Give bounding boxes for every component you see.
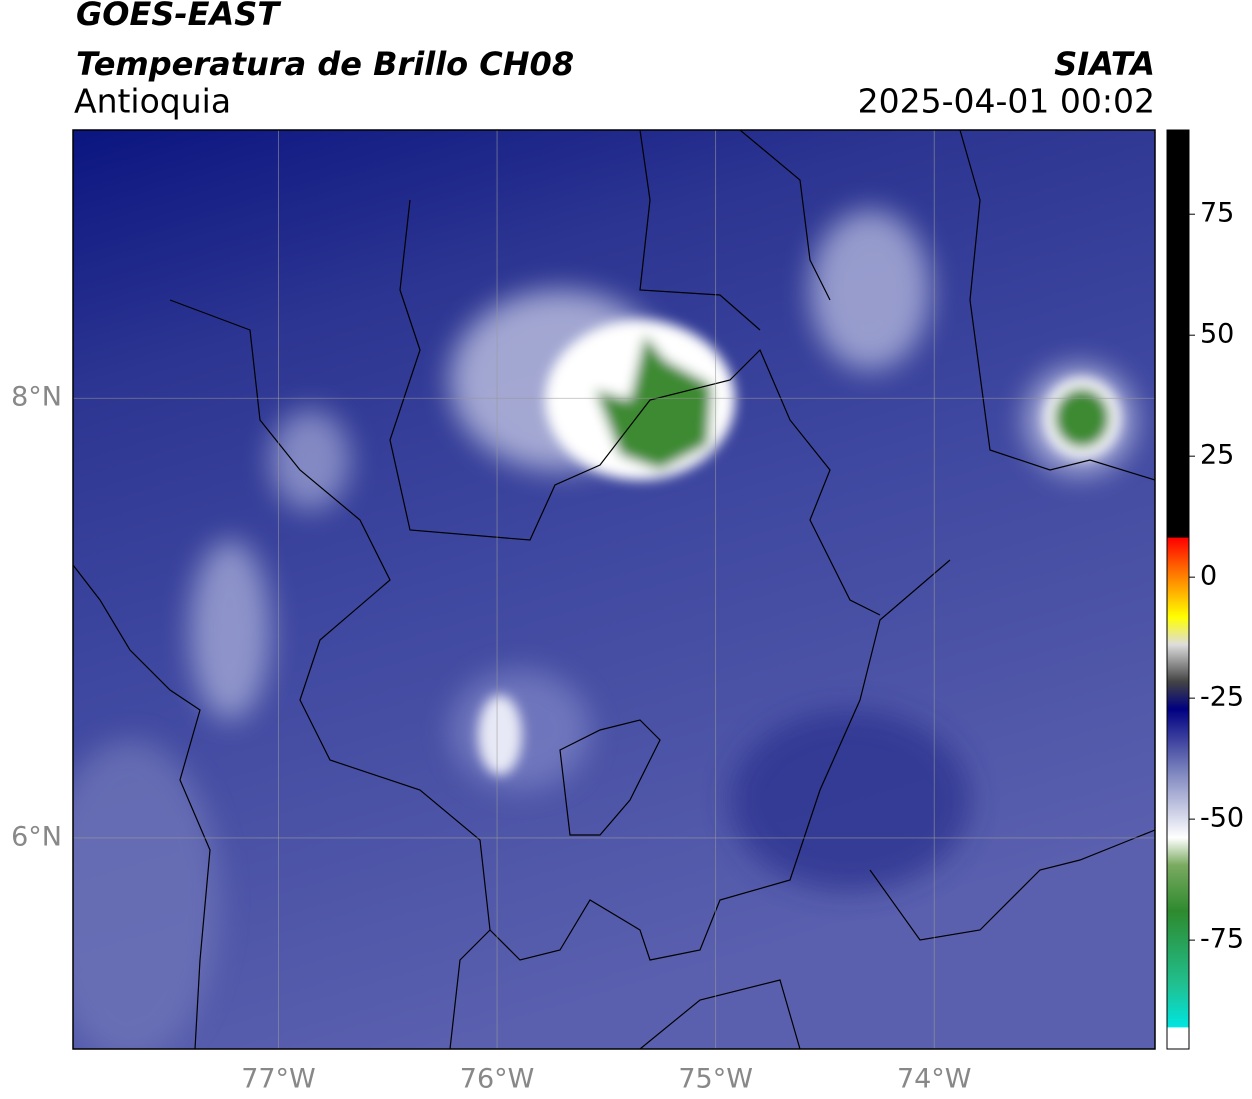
title: GOES-EAST [76, 0, 281, 33]
colorbar-tick-label: 25 [1200, 440, 1234, 471]
lat-tick-label: 6°N [11, 821, 62, 852]
lat-tick-label: 8°N [11, 382, 62, 413]
datetime: 2025-04-01 00:02 [858, 82, 1155, 121]
lon-tick-label: 77°W [241, 1064, 316, 1095]
lon-tick-label: 75°W [678, 1064, 753, 1095]
region: Antioquia [74, 82, 231, 121]
colorbar-tick-label: -25 [1200, 682, 1244, 713]
colorbar-tick-label: -75 [1200, 924, 1244, 955]
source: SIATA [1054, 45, 1155, 83]
lon-tick-label: 74°W [897, 1064, 972, 1095]
colorbar-tick-label: 75 [1200, 198, 1234, 229]
colorbar-tick-label: 0 [1200, 561, 1217, 592]
colorbar [1166, 129, 1190, 1050]
subtitle: Temperatura de Brillo CH08 [76, 45, 574, 83]
colorbar-tick-label: 50 [1200, 319, 1234, 350]
map-image [73, 130, 1155, 1049]
map-frame [72, 129, 1156, 1050]
lon-tick-label: 76°W [460, 1064, 535, 1095]
colorbar-tick-label: -50 [1200, 803, 1244, 834]
graticule [73, 130, 1155, 1049]
